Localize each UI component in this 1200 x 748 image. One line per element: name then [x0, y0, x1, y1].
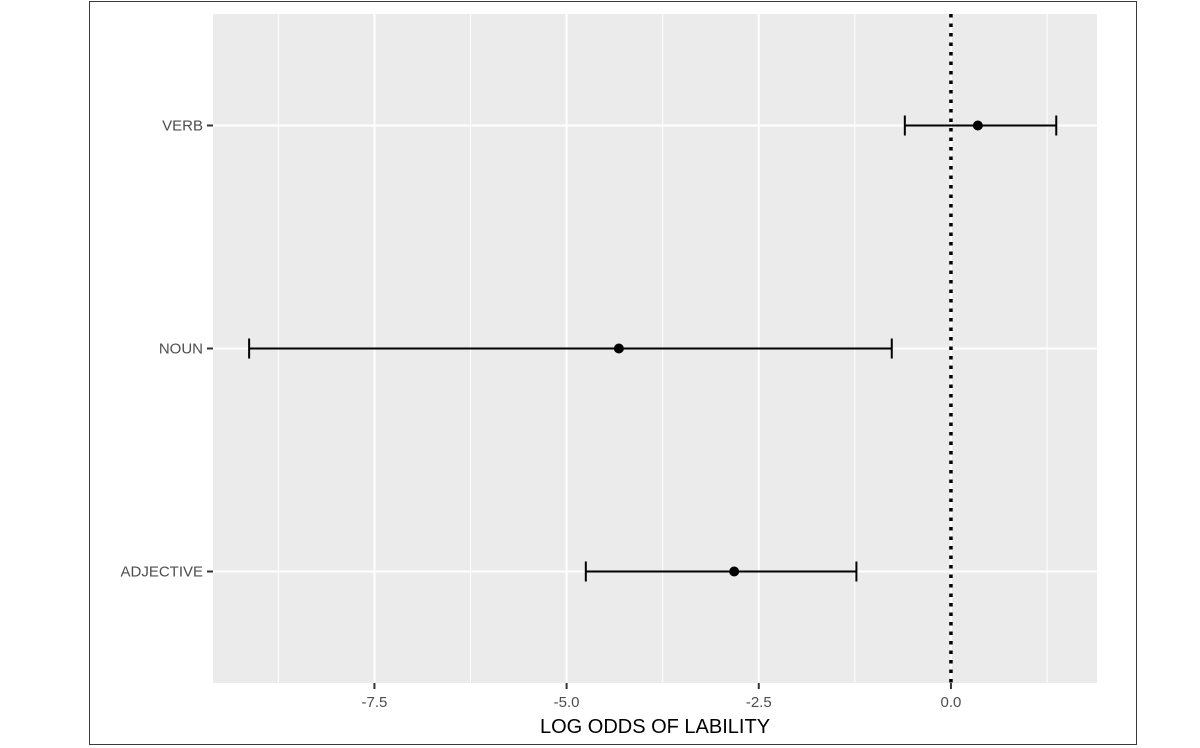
x-axis: -7.5 -5.0 -2.5 0.0: [361, 683, 961, 711]
y-axis: VERB NOUN ADJECTIVE: [120, 118, 213, 581]
point-estimate: [613, 343, 624, 354]
y-tick-label: ADJECTIVE: [120, 564, 203, 581]
x-tick-label: -7.5: [361, 694, 387, 711]
estimates: [248, 115, 1058, 582]
estimate-noun: [248, 338, 893, 359]
x-tick-label: -5.0: [554, 694, 580, 711]
estimate-verb: [903, 115, 1058, 136]
point-estimate: [729, 566, 740, 577]
estimate-adjective: [584, 561, 858, 582]
x-tick-label: 0.0: [941, 694, 962, 711]
point-estimate: [972, 120, 983, 131]
x-axis-title: LOG ODDS OF LABILITY: [540, 716, 770, 738]
y-tick-label: NOUN: [159, 341, 203, 358]
x-tick-label: -2.5: [746, 694, 772, 711]
y-tick-label: VERB: [162, 118, 203, 135]
